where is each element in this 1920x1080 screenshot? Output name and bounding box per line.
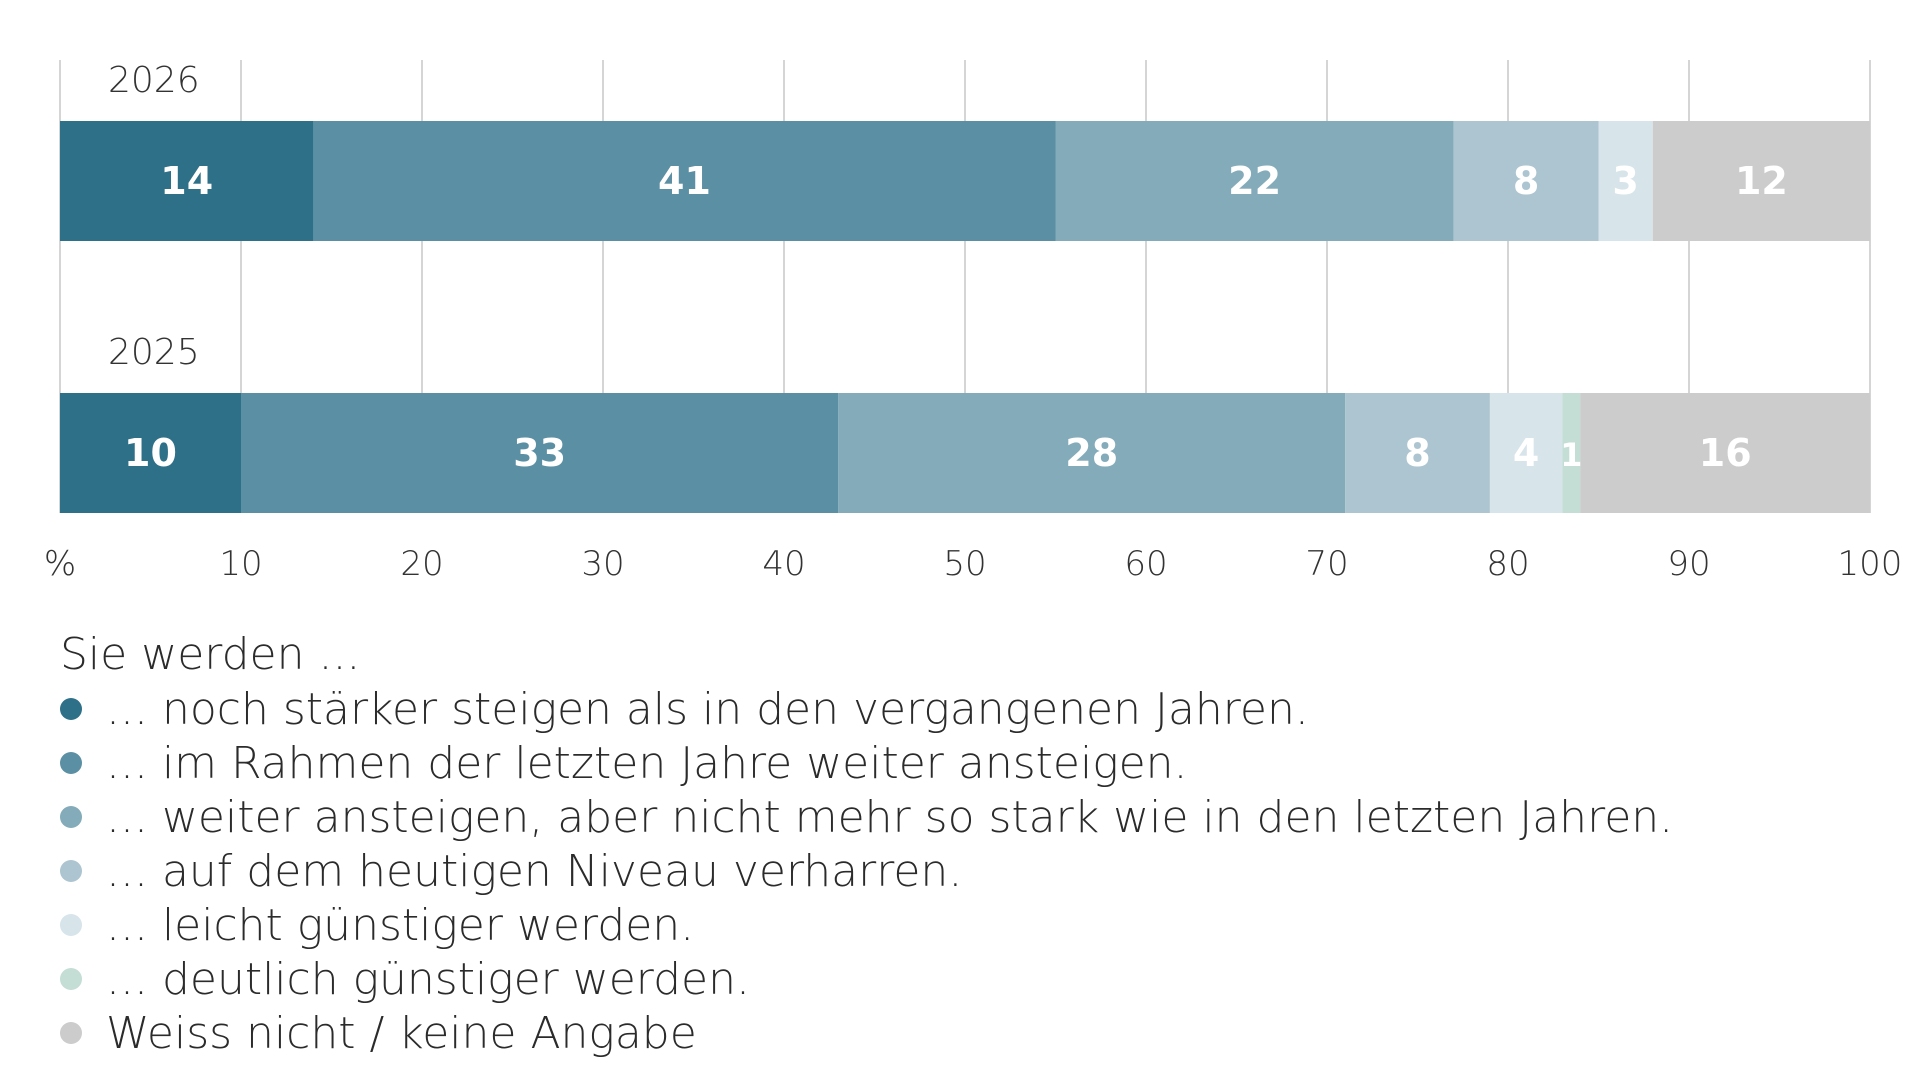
bar-segment <box>1562 393 1581 513</box>
legend-dot-icon <box>60 752 82 774</box>
bar-segment <box>60 121 314 241</box>
bar-value-label: 41 <box>658 159 711 203</box>
x-tick-label: 80 <box>1486 544 1529 584</box>
bar-segment <box>1598 121 1653 241</box>
legend-item: ... im Rahmen der letzten Jahre weiter a… <box>60 736 1673 790</box>
x-tick-label: 70 <box>1305 544 1348 584</box>
legend: Sie werden ... ... noch stärker steigen … <box>60 628 1673 1060</box>
legend-label: ... leicht günstiger werden. <box>106 899 695 951</box>
bar-value-label: 16 <box>1699 431 1752 475</box>
bar-segment <box>1580 393 1870 513</box>
bar-value-label: 33 <box>513 431 566 475</box>
bar-value-label: 4 <box>1513 431 1539 475</box>
legend-dot-icon <box>60 1022 82 1044</box>
x-tick-label: 90 <box>1667 544 1710 584</box>
legend-label: ... weiter ansteigen, aber nicht mehr so… <box>106 791 1674 843</box>
legend-label: ... auf dem heutigen Niveau verharren. <box>106 845 963 897</box>
bar-value-label: 8 <box>1513 159 1539 203</box>
bar-segment <box>60 393 241 513</box>
legend-dot-icon <box>60 968 82 990</box>
x-tick-label: 40 <box>762 544 805 584</box>
legend-dot-icon <box>60 806 82 828</box>
bar-segment <box>241 393 839 513</box>
bar-value-label: 28 <box>1065 431 1118 475</box>
bar-segment <box>1652 121 1870 241</box>
category-label: 2025 <box>108 332 200 373</box>
bar-segment <box>1489 393 1563 513</box>
legend-item: ... weiter ansteigen, aber nicht mehr so… <box>60 790 1673 844</box>
legend-label: Weiss nicht / keine Angabe <box>106 1007 697 1059</box>
bar-value-label: 22 <box>1228 159 1281 203</box>
bar-value-label: 14 <box>160 159 213 203</box>
x-tick-label: 60 <box>1124 544 1167 584</box>
legend-item: ... auf dem heutigen Niveau verharren. <box>60 844 1673 898</box>
legend-item: ... leicht günstiger werden. <box>60 898 1673 952</box>
bar-segment <box>1345 393 1490 513</box>
bar-value-label: 12 <box>1735 159 1788 203</box>
bar-segment <box>1055 121 1454 241</box>
legend-item: Weiss nicht / keine Angabe <box>60 1006 1673 1060</box>
legend-items: ... noch stärker steigen als in den verg… <box>60 682 1673 1060</box>
bar-value-label: 10 <box>124 431 177 475</box>
x-tick-label: 10 <box>219 544 262 584</box>
legend-label: ... im Rahmen der letzten Jahre weiter a… <box>106 737 1188 789</box>
legend-label: ... noch stärker steigen als in den verg… <box>106 683 1309 735</box>
bar-value-label: 3 <box>1612 159 1638 203</box>
chart: % 10 20 30 40 50 60 70 80 90 100 2026 14 41 22 8 3 12 2025… <box>44 60 1903 584</box>
axis-unit-label: % <box>44 544 76 584</box>
bar-value-label: 8 <box>1404 431 1430 475</box>
legend-item: ... noch stärker steigen als in den verg… <box>60 682 1673 736</box>
bar-segment <box>313 121 1056 241</box>
x-tick-label: 30 <box>581 544 624 584</box>
legend-label: ... deutlich günstiger werden. <box>106 953 750 1005</box>
bar-segment <box>1453 121 1599 241</box>
x-tick-label: 50 <box>943 544 986 584</box>
bar-value-label: 1 <box>1560 436 1582 474</box>
x-tick-label: 100 <box>1838 544 1903 584</box>
category-label: 2026 <box>108 60 200 101</box>
legend-title: Sie werden ... <box>60 629 361 680</box>
legend-dot-icon <box>60 914 82 936</box>
x-tick-label: 20 <box>400 544 443 584</box>
bar-segment <box>838 393 1346 513</box>
legend-item: ... deutlich günstiger werden. <box>60 952 1673 1006</box>
legend-dot-icon <box>60 698 82 720</box>
legend-dot-icon <box>60 860 82 882</box>
